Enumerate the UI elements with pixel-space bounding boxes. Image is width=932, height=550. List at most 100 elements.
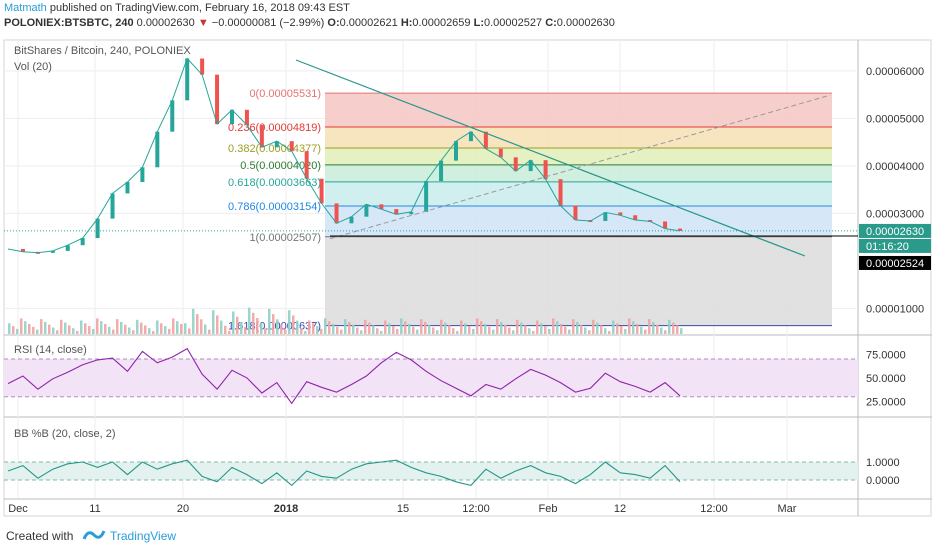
volume-bar [72,328,75,334]
volume-bar [468,326,471,334]
volume-bar [304,331,307,334]
rsi-tick-label: 75.0000 [866,349,906,361]
volume-bar [116,319,119,334]
bb-band [4,462,858,480]
volume-bar [228,331,231,334]
volume-bar [112,329,115,334]
volume-bar [124,324,127,334]
price-candle [663,221,668,229]
price-candle [483,131,488,149]
volume-bar [328,321,331,334]
volume-bar [256,318,259,334]
fib-level-label: 0.382(0.00004377) [228,143,321,155]
volume-bar [536,320,539,334]
volume-bar [232,311,235,334]
volume-bar [392,326,395,334]
time-tick-label: Dec [8,503,28,515]
volume-bar [320,328,323,334]
volume-legend: Vol (20) [14,61,52,73]
volume-bar [120,321,123,334]
volume-bar [444,322,447,334]
volume-bar [668,319,671,334]
price-candle [498,148,503,158]
volume-bar [28,324,31,334]
volume-bar [408,324,411,334]
volume-bar [144,325,147,334]
volume-bar [100,321,103,334]
volume-bar [572,319,575,334]
price-candle [259,125,264,148]
volume-bar [492,329,495,334]
volume-bar [272,314,275,334]
volume-bar [576,321,579,334]
volume-bar [404,321,407,334]
volume-bar [268,308,271,334]
bb-legend: BB %B (20, close, 2) [14,428,116,440]
price-candle [678,228,682,231]
volume-bar [180,324,183,334]
volume-bar [348,321,351,334]
symbol-label: POLONIEX:BTSBTC, 240 [4,17,134,29]
price-candle [364,204,369,217]
volume-bar [556,321,559,334]
volume-bar [80,320,83,334]
chart-frame [3,39,932,517]
price-tick-label: 0.00003000 [866,208,924,220]
volume-bar [92,328,95,334]
volume-bar [400,318,403,334]
fib-trend-line [329,94,831,240]
last-price: 0.00002630 [136,17,195,29]
volume-bar [500,321,503,334]
volume-bar [300,328,303,334]
time-tick-label: 15 [397,503,409,515]
volume-bar [600,325,603,334]
volume-bar [160,323,163,334]
price-candle [110,193,115,219]
volume-bar [420,319,423,334]
volume-bar [364,319,367,334]
price-candle [439,160,444,182]
volume-bar [460,320,463,334]
volume-bar [332,324,335,334]
volume-bar [292,315,295,334]
change-value: −0.00000081 (−2.99%) [211,17,325,29]
chart-area[interactable]: 0(0.00005531) 0.236(0.00004819) 0.382(0.00… [0,0,932,522]
price-candle [170,100,175,132]
volume-bar [540,323,543,334]
volume-bar [188,328,191,334]
down-arrow-icon: ▼ [197,17,209,29]
volume-bar [616,323,619,334]
volume-bar [312,323,315,334]
volume-bar [324,318,327,334]
price-candle [319,178,324,204]
price-candle [454,141,458,161]
volume-bar [156,320,159,334]
volume-bar [652,321,655,334]
price-candle [379,204,384,210]
low-label: L: [473,17,484,29]
volume-bar [396,328,399,334]
price-candle [573,205,578,221]
volume-bar [656,324,659,334]
volume-bar [288,310,291,334]
volume-bar [44,321,47,334]
author-link[interactable]: Matmath [4,2,47,14]
price-tick-label: 0.00006000 [866,66,924,78]
volume-bar [168,328,171,334]
volume-bar [340,329,343,334]
countdown-label: 01:16:20 [866,241,909,253]
fib-level-label: 0(0.00005531) [249,88,321,100]
volume-bar [620,326,623,334]
volume-bar [592,319,595,334]
volume-bar [276,319,279,334]
bb-tick-label: 0.0000 [866,475,900,487]
volume-bar [36,329,39,334]
tradingview-link[interactable]: TradingView [110,529,177,543]
fib-level-label: 1(0.00002507) [249,232,321,244]
volume-bar [212,310,215,334]
volume-bar [148,328,151,334]
last-price-label-bg [859,223,931,238]
volume-bar [344,319,347,334]
volume-bar [568,329,571,334]
volume-bar [244,327,247,334]
